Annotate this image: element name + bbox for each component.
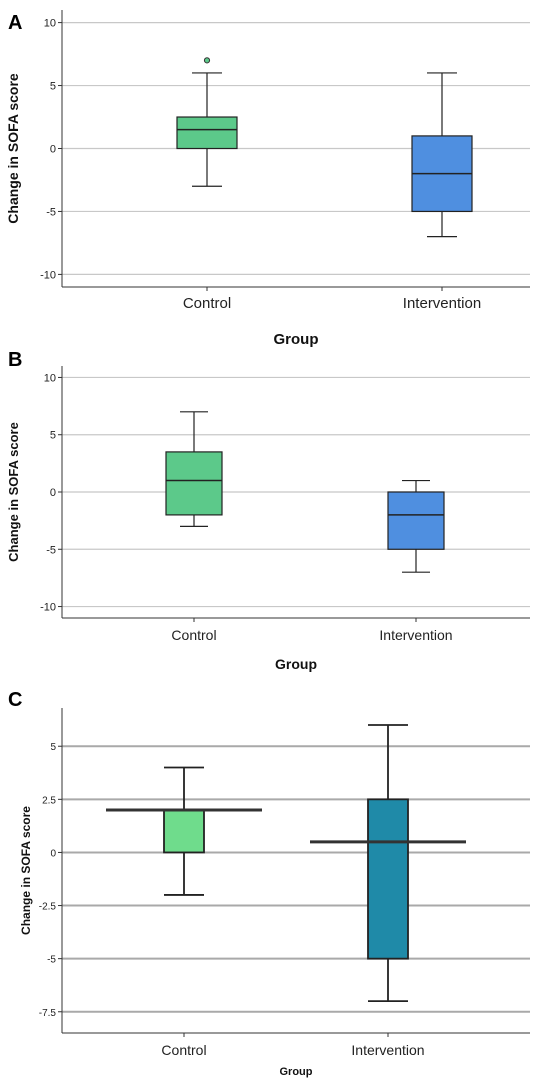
y-tick-label-a: -5 (46, 206, 56, 218)
box-b-control (165, 451, 223, 516)
y-tick-label-c: -2.5 (39, 902, 57, 913)
y-tick-label-b: 0 (50, 487, 56, 499)
x-tick-label-b: Control (171, 627, 216, 643)
box-b-intervention (387, 491, 445, 550)
y-tick-label-b: 10 (44, 372, 56, 384)
box-c-control (163, 809, 205, 854)
y-tick-label-c: 2.5 (42, 795, 56, 806)
panel-label-c: C (8, 689, 22, 711)
y-tick-label-b: -10 (40, 602, 56, 614)
x-tick-label-a: Intervention (403, 295, 481, 312)
y-tick-label-b: 5 (50, 430, 56, 442)
y-tick-label-c: 5 (50, 742, 56, 753)
panel-label-a: A (8, 12, 22, 34)
y-axis-title-b: Change in SOFA score (6, 422, 21, 562)
panel-label-b: B (8, 349, 22, 371)
x-tick-label-a: Control (183, 295, 231, 312)
x-tick-label-c: Intervention (351, 1042, 424, 1058)
x-axis-title-b: Group (275, 656, 317, 672)
box-a-control (176, 116, 238, 150)
x-tick-label-b: Intervention (379, 627, 452, 643)
y-tick-label-c: -7.5 (39, 1008, 57, 1019)
y-tick-label-a: 0 (50, 144, 56, 156)
y-tick-label-b: -5 (46, 544, 56, 556)
y-tick-label-a: 5 (50, 81, 56, 93)
box-c-intervention (367, 798, 409, 960)
x-axis-title-a: Group (274, 331, 319, 348)
y-tick-label-a: 10 (44, 18, 56, 30)
y-axis-title-a: Change in SOFA score (5, 73, 21, 224)
y-tick-label-c: 0 (50, 848, 56, 859)
y-tick-label-a: -10 (40, 269, 56, 281)
y-axis-title-c: Change in SOFA score (19, 806, 33, 935)
outlier-point-a-control (203, 57, 211, 64)
x-axis-title-c: Group (280, 1066, 313, 1078)
y-tick-label-c: -5 (47, 955, 56, 966)
x-tick-label-c: Control (161, 1042, 206, 1058)
